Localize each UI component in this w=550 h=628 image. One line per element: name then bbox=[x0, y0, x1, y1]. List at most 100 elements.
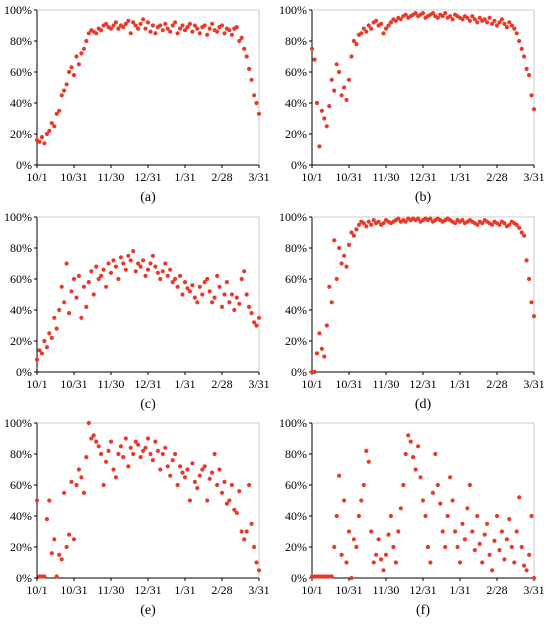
data-point bbox=[59, 557, 64, 562]
data-point bbox=[256, 315, 262, 320]
data-point bbox=[413, 11, 418, 16]
data-point bbox=[514, 222, 519, 227]
data-point bbox=[96, 444, 101, 449]
data-point bbox=[224, 501, 229, 506]
data-point bbox=[182, 28, 188, 33]
data-point bbox=[339, 552, 344, 557]
data-point bbox=[81, 490, 86, 495]
data-point bbox=[524, 258, 529, 263]
data-point bbox=[531, 314, 537, 319]
data-point bbox=[192, 23, 197, 28]
data-point bbox=[334, 62, 339, 67]
x-tick-label: 3/31 bbox=[248, 583, 269, 597]
data-point bbox=[202, 464, 207, 469]
data-point bbox=[79, 51, 84, 56]
data-point bbox=[339, 93, 344, 98]
data-point bbox=[344, 560, 349, 565]
data-point bbox=[423, 513, 428, 519]
data-point bbox=[195, 486, 200, 491]
data-point bbox=[187, 289, 192, 294]
y-tick-label: 80% bbox=[285, 447, 307, 461]
panel-label: (a) bbox=[140, 190, 156, 205]
data-point bbox=[123, 436, 128, 441]
data-point bbox=[418, 475, 423, 480]
data-point bbox=[205, 276, 210, 282]
data-point bbox=[319, 108, 324, 113]
data-point bbox=[163, 21, 168, 26]
data-point bbox=[420, 11, 426, 16]
data-point bbox=[168, 267, 173, 272]
data-point bbox=[148, 451, 153, 457]
data-point bbox=[39, 351, 45, 356]
x-tick-label: 12/31 bbox=[134, 377, 161, 391]
data-point bbox=[487, 552, 492, 557]
data-point bbox=[359, 498, 364, 503]
data-point bbox=[118, 444, 123, 449]
data-point bbox=[153, 439, 158, 444]
y-tick-label: 100% bbox=[279, 416, 307, 430]
data-point bbox=[128, 31, 133, 36]
data-point bbox=[158, 23, 163, 28]
data-point bbox=[74, 54, 79, 59]
data-point bbox=[150, 23, 155, 28]
data-point bbox=[324, 124, 329, 129]
data-point bbox=[170, 280, 175, 285]
data-point bbox=[187, 498, 192, 503]
data-point bbox=[148, 261, 153, 266]
panel-label: (c) bbox=[140, 397, 156, 412]
data-point bbox=[314, 100, 319, 106]
data-point bbox=[165, 273, 170, 278]
data-point bbox=[529, 513, 534, 519]
y-tick-label: 80% bbox=[285, 34, 307, 48]
data-point bbox=[351, 233, 356, 238]
data-point bbox=[89, 436, 94, 441]
data-point bbox=[369, 529, 374, 534]
x-tick-label: 2/28 bbox=[211, 377, 232, 391]
data-point bbox=[249, 311, 254, 316]
data-point bbox=[160, 451, 165, 457]
y-tick-label: 60% bbox=[10, 478, 32, 492]
data-point bbox=[37, 348, 42, 353]
data-point bbox=[247, 66, 252, 71]
data-point bbox=[101, 482, 106, 488]
data-point bbox=[200, 467, 205, 472]
panel-label: (f) bbox=[416, 603, 430, 618]
x-tick-label: 1/31 bbox=[174, 583, 195, 597]
data-point bbox=[361, 26, 366, 31]
data-point bbox=[101, 267, 106, 272]
x-tick-label: 11/30 bbox=[373, 583, 400, 597]
data-point bbox=[64, 544, 69, 550]
data-point bbox=[185, 467, 190, 472]
data-point bbox=[158, 276, 163, 282]
data-point bbox=[376, 537, 381, 542]
x-tick-label: 12/31 bbox=[409, 583, 436, 597]
data-point bbox=[34, 357, 40, 362]
data-point bbox=[234, 510, 239, 515]
data-point bbox=[128, 258, 133, 263]
data-point bbox=[453, 529, 458, 534]
data-point bbox=[52, 124, 57, 129]
data-point bbox=[138, 455, 143, 460]
data-point bbox=[428, 216, 433, 221]
data-point bbox=[327, 104, 332, 109]
data-point bbox=[517, 495, 522, 500]
y-tick-label: 20% bbox=[10, 334, 32, 348]
data-point bbox=[141, 17, 146, 22]
data-point bbox=[136, 442, 141, 447]
data-point bbox=[173, 20, 178, 25]
data-point bbox=[239, 276, 244, 282]
data-point bbox=[190, 29, 195, 34]
data-point bbox=[369, 26, 374, 31]
data-point bbox=[128, 445, 133, 450]
data-point bbox=[237, 489, 242, 494]
data-point bbox=[254, 323, 259, 328]
data-point bbox=[403, 451, 408, 457]
data-point bbox=[192, 479, 197, 484]
data-point bbox=[531, 575, 537, 581]
data-point bbox=[44, 517, 50, 522]
data-point bbox=[364, 224, 369, 229]
data-point bbox=[438, 501, 443, 506]
panels: 0% 20% 40% 60% 80% 100% 10/1 10/31 11/30 12/31 1/3… bbox=[4, 3, 545, 618]
data-point bbox=[224, 280, 229, 285]
data-point bbox=[342, 253, 347, 258]
